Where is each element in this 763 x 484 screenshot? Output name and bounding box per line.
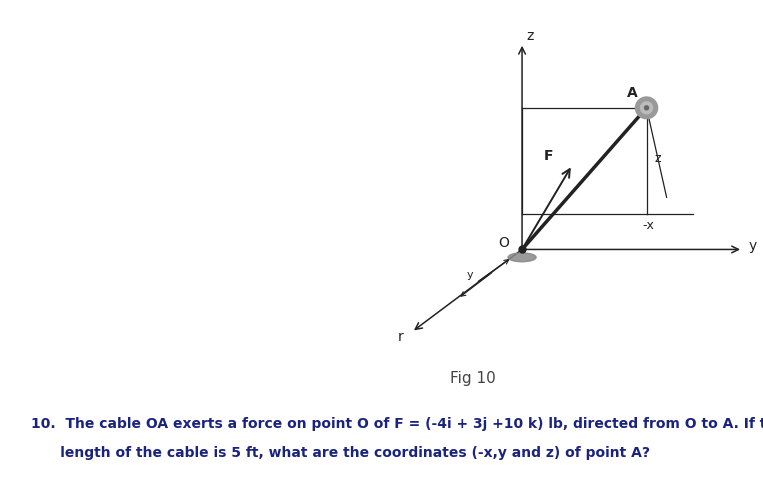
Text: y: y xyxy=(466,270,473,279)
Text: r: r xyxy=(398,329,404,343)
Circle shape xyxy=(636,98,658,120)
Text: y: y xyxy=(749,239,757,253)
Ellipse shape xyxy=(508,253,536,262)
Text: F: F xyxy=(544,149,554,163)
Text: 10.  The cable OA exerts a force on point O of F = (-4i + 3j +10 k) lb, directed: 10. The cable OA exerts a force on point… xyxy=(31,417,763,430)
Text: A: A xyxy=(626,86,637,100)
Text: Fig 10: Fig 10 xyxy=(450,370,496,385)
Circle shape xyxy=(640,103,652,115)
Text: z: z xyxy=(526,29,533,43)
Text: z: z xyxy=(655,151,661,165)
Text: O: O xyxy=(498,235,509,249)
Text: -x: -x xyxy=(642,218,655,231)
Text: length of the cable is 5 ft, what are the coordinates (-x,y and z) of point A?: length of the cable is 5 ft, what are th… xyxy=(31,446,649,459)
Circle shape xyxy=(645,106,649,110)
